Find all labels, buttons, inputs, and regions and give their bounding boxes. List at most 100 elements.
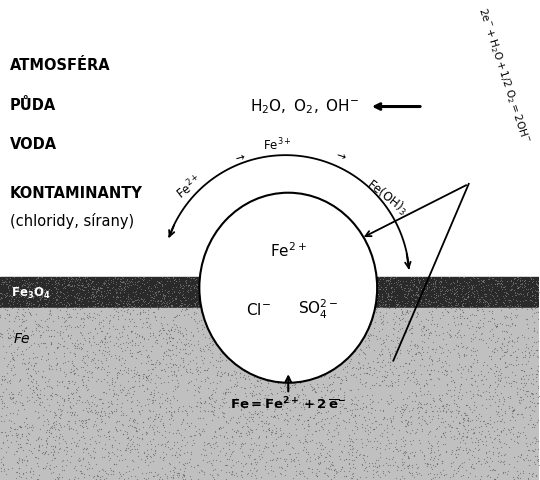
Point: [252, 336, 261, 344]
Point: [364, 295, 373, 303]
Point: [42, 434, 51, 442]
Point: [228, 468, 237, 476]
Point: [534, 287, 540, 295]
Point: [173, 303, 181, 311]
Point: [409, 280, 418, 288]
Point: [472, 346, 481, 354]
Point: [96, 412, 104, 420]
Point: [398, 301, 407, 309]
Point: [75, 454, 83, 461]
Point: [158, 432, 167, 439]
Point: [496, 429, 505, 436]
Point: [404, 309, 413, 317]
Point: [234, 344, 242, 352]
Point: [82, 419, 91, 426]
Point: [0, 399, 8, 407]
Point: [264, 352, 272, 360]
Point: [127, 393, 136, 401]
Point: [246, 321, 254, 329]
Point: [347, 435, 355, 443]
Point: [288, 281, 297, 289]
Point: [293, 274, 302, 282]
Point: [39, 411, 48, 419]
Point: [380, 273, 389, 281]
Point: [172, 312, 181, 319]
Point: [80, 334, 89, 341]
Point: [51, 454, 59, 461]
Point: [359, 403, 368, 411]
Point: [0, 293, 6, 301]
Point: [2, 310, 11, 318]
Point: [291, 366, 300, 374]
Point: [494, 334, 503, 342]
Point: [105, 289, 114, 297]
Point: [96, 324, 104, 332]
Point: [68, 409, 77, 417]
Point: [324, 283, 333, 290]
Point: [323, 308, 332, 315]
Point: [151, 338, 160, 346]
Point: [8, 292, 17, 300]
Point: [228, 456, 237, 464]
Point: [505, 443, 514, 450]
Point: [450, 296, 459, 304]
Point: [115, 340, 124, 348]
Point: [83, 280, 91, 288]
Point: [467, 282, 476, 289]
Point: [404, 461, 413, 469]
Point: [534, 303, 540, 311]
Point: [366, 320, 375, 328]
Point: [442, 297, 450, 305]
Point: [84, 373, 92, 381]
Point: [103, 343, 112, 350]
Point: [291, 449, 300, 457]
Point: [518, 353, 527, 361]
Point: [71, 352, 79, 360]
Point: [78, 282, 86, 289]
Point: [187, 274, 195, 282]
Point: [120, 366, 129, 374]
Point: [308, 436, 316, 444]
Point: [475, 475, 484, 480]
Point: [294, 317, 303, 324]
Point: [270, 284, 279, 291]
Point: [216, 358, 225, 365]
Point: [96, 432, 104, 440]
Point: [515, 398, 523, 406]
Point: [349, 438, 357, 446]
Point: [212, 380, 221, 387]
Point: [346, 291, 354, 299]
Point: [155, 279, 164, 287]
Point: [185, 348, 194, 356]
Point: [397, 467, 406, 474]
Point: [428, 356, 436, 364]
Point: [341, 295, 350, 303]
Point: [134, 408, 143, 416]
Point: [0, 458, 5, 466]
Point: [141, 347, 150, 354]
Point: [110, 351, 119, 359]
Point: [60, 293, 69, 301]
Point: [338, 448, 347, 456]
Point: [454, 292, 462, 300]
Point: [331, 356, 340, 363]
Point: [363, 279, 372, 287]
Point: [31, 436, 40, 444]
Point: [82, 445, 91, 453]
Point: [280, 388, 289, 396]
Point: [217, 466, 225, 473]
Point: [233, 426, 241, 434]
Point: [32, 324, 40, 332]
Point: [47, 423, 56, 431]
Point: [42, 428, 50, 436]
Point: [267, 397, 275, 405]
Point: [454, 408, 463, 416]
Point: [15, 456, 24, 464]
Point: [402, 427, 411, 435]
Point: [254, 353, 262, 361]
Point: [183, 339, 192, 347]
Point: [477, 376, 485, 384]
Point: [488, 347, 496, 355]
Point: [359, 361, 367, 369]
Point: [102, 281, 110, 289]
